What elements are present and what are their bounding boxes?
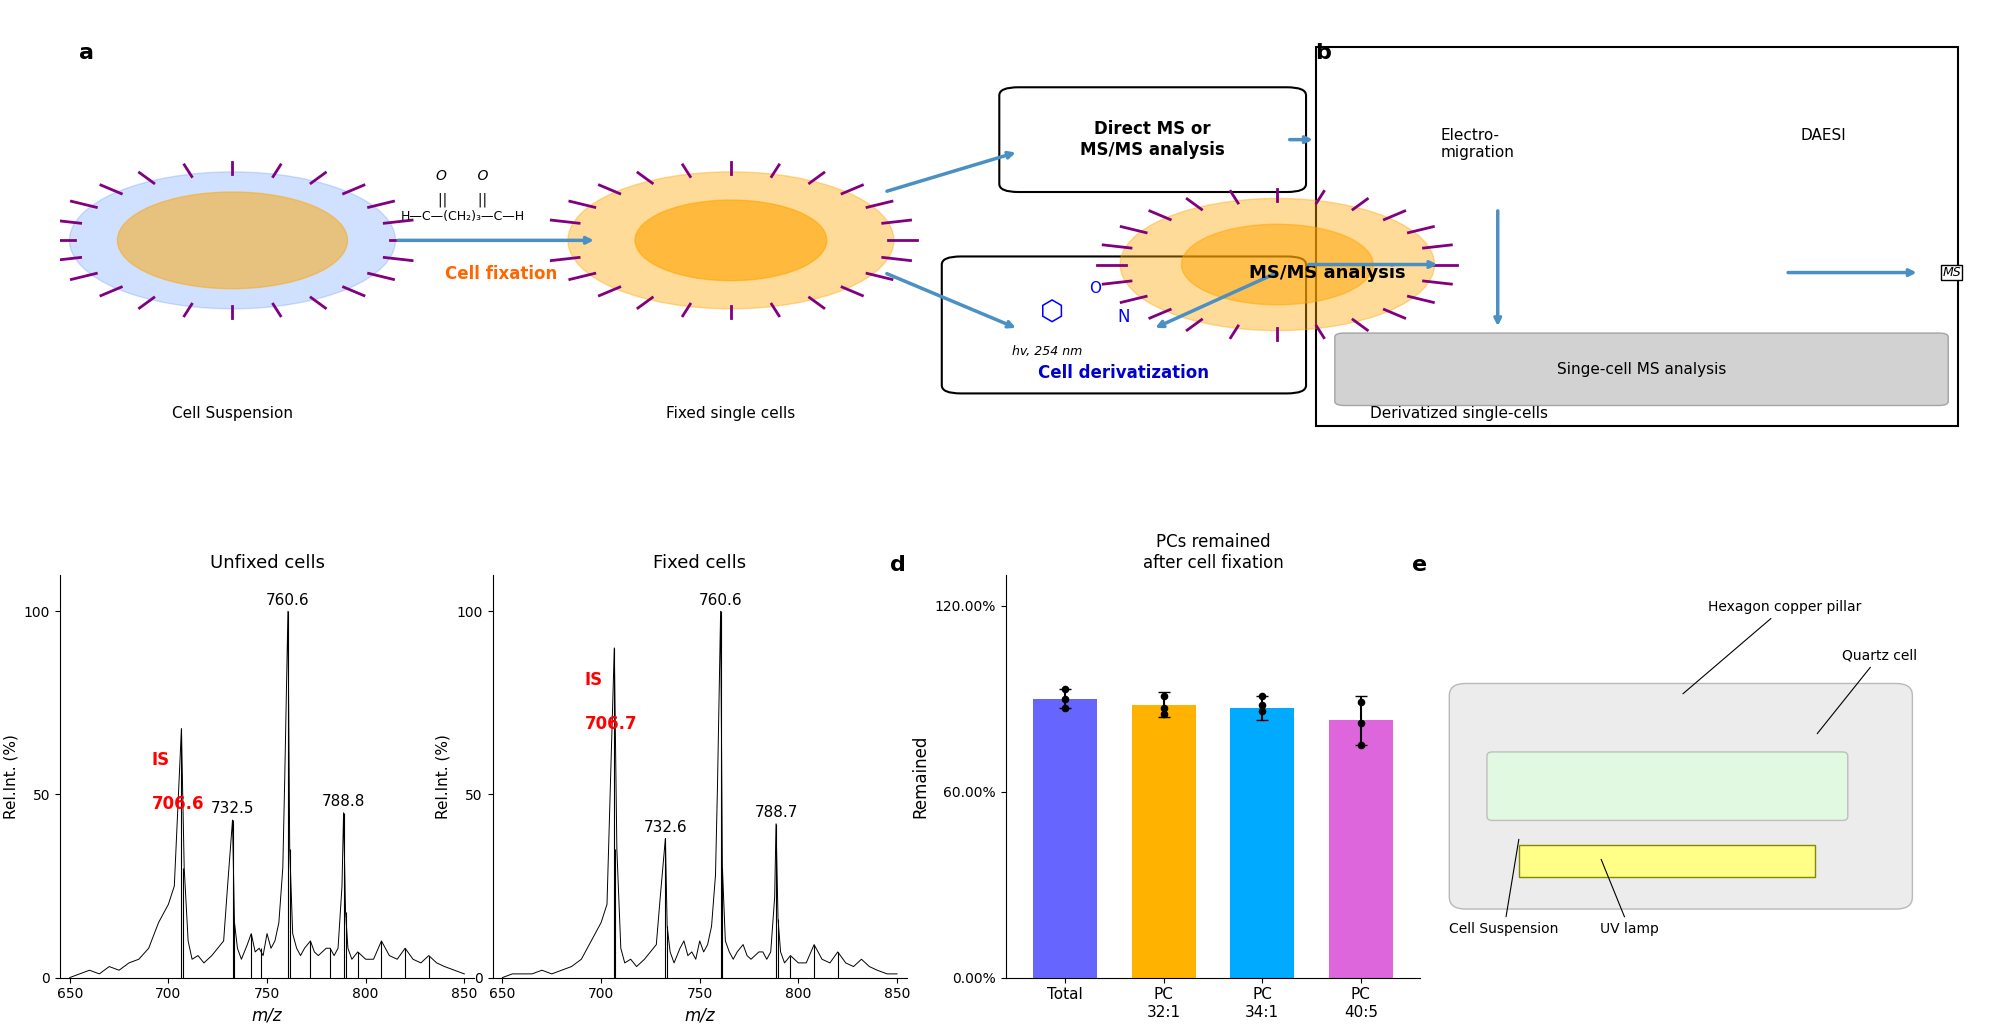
Text: MS: MS <box>1943 267 1961 279</box>
Text: N: N <box>1118 308 1130 326</box>
Text: hv, 254 nm: hv, 254 nm <box>1012 345 1082 358</box>
Bar <box>1132 705 1196 978</box>
Text: 760.6: 760.6 <box>699 593 743 608</box>
Text: a: a <box>80 43 94 63</box>
Text: O: O <box>1088 281 1100 296</box>
Text: IS: IS <box>585 671 603 688</box>
Circle shape <box>1120 199 1434 330</box>
Text: Fixed single cells: Fixed single cells <box>667 405 795 421</box>
FancyBboxPatch shape <box>1334 333 1949 405</box>
Text: Cell Suspension: Cell Suspension <box>172 405 294 421</box>
Text: 706.7: 706.7 <box>585 714 637 733</box>
Point <box>1344 715 1376 732</box>
Text: 706.6: 706.6 <box>152 795 204 813</box>
Bar <box>1328 720 1394 978</box>
Title: Unfixed cells: Unfixed cells <box>210 554 326 572</box>
Text: ||       ||: || || <box>437 192 487 207</box>
Point <box>1148 687 1180 704</box>
Text: Direct MS or
MS/MS analysis: Direct MS or MS/MS analysis <box>1080 120 1224 159</box>
Text: Cell derivatization: Cell derivatization <box>1038 364 1210 383</box>
Y-axis label: Remained: Remained <box>911 735 929 818</box>
Bar <box>1230 708 1294 978</box>
Text: IS: IS <box>152 751 170 769</box>
Text: Electro-
migration: Electro- migration <box>1440 128 1514 159</box>
Text: 732.5: 732.5 <box>212 802 254 816</box>
Point <box>1246 703 1278 719</box>
Ellipse shape <box>1182 224 1374 305</box>
Ellipse shape <box>118 192 347 289</box>
Text: Cell fixation: Cell fixation <box>445 264 557 283</box>
FancyBboxPatch shape <box>943 256 1306 393</box>
Circle shape <box>70 172 395 309</box>
Text: O       O: O O <box>435 169 489 183</box>
Point <box>1148 706 1180 722</box>
FancyBboxPatch shape <box>1488 752 1847 820</box>
Text: Derivatized single-cells: Derivatized single-cells <box>1370 405 1548 421</box>
Text: d: d <box>891 555 907 574</box>
Text: 760.6: 760.6 <box>266 593 310 608</box>
Text: 732.6: 732.6 <box>643 820 687 835</box>
Ellipse shape <box>635 200 827 281</box>
Point <box>1048 690 1080 707</box>
Title: Fixed cells: Fixed cells <box>653 554 747 572</box>
FancyBboxPatch shape <box>1316 47 1957 426</box>
Point <box>1148 700 1180 716</box>
Text: 788.8: 788.8 <box>322 794 365 809</box>
Y-axis label: Rel.Int. (%): Rel.Int. (%) <box>4 734 18 818</box>
Text: DAESI: DAESI <box>1801 128 1847 143</box>
Text: H—C—(CH₂)₃—C—H: H—C—(CH₂)₃—C—H <box>401 210 525 222</box>
FancyBboxPatch shape <box>998 87 1306 192</box>
X-axis label: m/z: m/z <box>685 1006 715 1025</box>
Text: e: e <box>1412 555 1426 574</box>
Title: PCs remained
after cell fixation: PCs remained after cell fixation <box>1142 533 1284 572</box>
Point <box>1246 697 1278 713</box>
X-axis label: m/z: m/z <box>252 1006 282 1025</box>
Bar <box>1032 699 1096 978</box>
Text: Singe-cell MS analysis: Singe-cell MS analysis <box>1558 362 1725 377</box>
Point <box>1344 694 1376 710</box>
Text: UV lamp: UV lamp <box>1600 859 1660 936</box>
Text: 788.7: 788.7 <box>755 805 797 820</box>
Point <box>1048 681 1080 698</box>
Text: b: b <box>1316 43 1332 63</box>
Point <box>1344 737 1376 753</box>
Circle shape <box>567 172 895 309</box>
Text: Hexagon copper pillar: Hexagon copper pillar <box>1683 600 1861 694</box>
Point <box>1048 700 1080 716</box>
Text: Quartz cell: Quartz cell <box>1817 648 1917 734</box>
Text: MS/MS analysis: MS/MS analysis <box>1248 263 1406 282</box>
Text: ⬡: ⬡ <box>1040 298 1072 327</box>
Bar <box>1520 845 1815 877</box>
Y-axis label: Rel.Int. (%): Rel.Int. (%) <box>435 734 451 818</box>
FancyBboxPatch shape <box>1450 683 1913 909</box>
Point <box>1246 687 1278 704</box>
Text: Cell Suspension: Cell Suspension <box>1450 840 1558 936</box>
